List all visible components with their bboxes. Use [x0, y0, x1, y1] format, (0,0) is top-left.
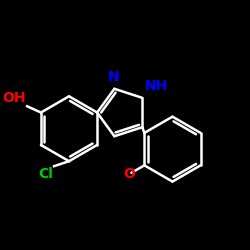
Text: OH: OH — [2, 91, 26, 105]
Text: NH: NH — [145, 79, 168, 93]
Text: Cl: Cl — [38, 168, 53, 181]
Text: O: O — [123, 167, 135, 181]
Text: N: N — [108, 70, 120, 84]
